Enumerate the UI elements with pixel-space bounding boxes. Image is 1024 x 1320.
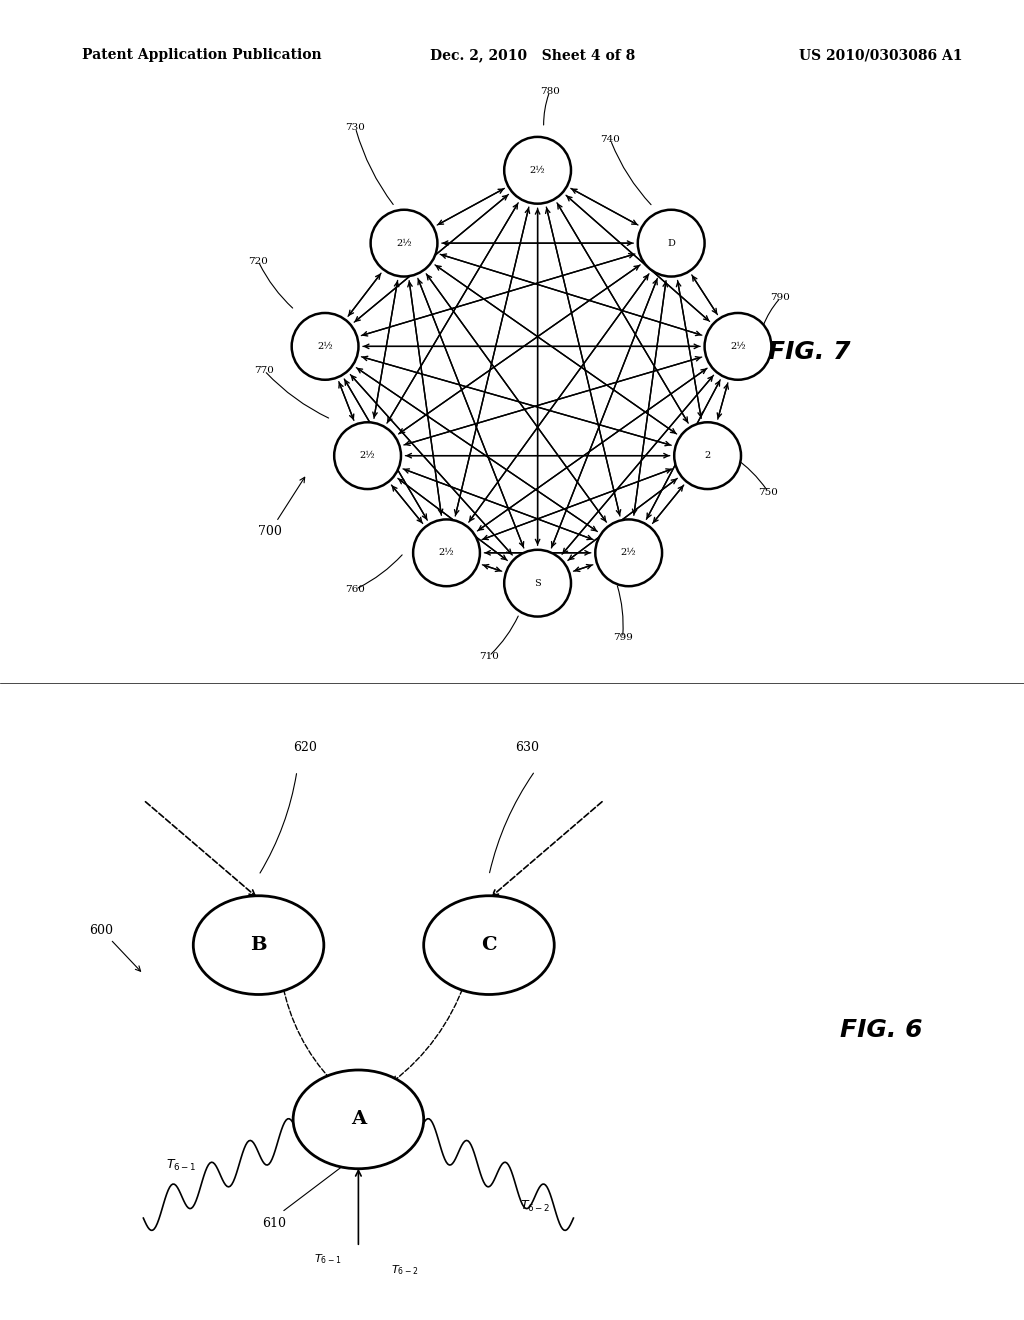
Circle shape [638, 210, 705, 277]
Text: 799: 799 [612, 634, 633, 643]
Text: 780: 780 [540, 87, 560, 96]
Text: 2½: 2½ [438, 548, 455, 557]
Text: Patent Application Publication: Patent Application Publication [82, 49, 322, 62]
Text: A: A [351, 1110, 366, 1129]
Text: 710: 710 [479, 652, 499, 660]
Text: C: C [481, 936, 497, 954]
Text: 2: 2 [705, 451, 711, 461]
Text: $T_{6-1}$: $T_{6-1}$ [314, 1251, 341, 1266]
Circle shape [674, 422, 741, 488]
Text: 2½: 2½ [317, 342, 333, 351]
Circle shape [595, 520, 663, 586]
Text: US 2010/0303086 A1: US 2010/0303086 A1 [799, 49, 963, 62]
Circle shape [504, 549, 571, 616]
Text: 2½: 2½ [396, 239, 412, 248]
Circle shape [334, 422, 401, 488]
Text: 750: 750 [759, 487, 778, 496]
Text: 630: 630 [515, 741, 540, 754]
Circle shape [371, 210, 437, 277]
Circle shape [424, 896, 554, 994]
Circle shape [292, 313, 358, 380]
Text: Dec. 2, 2010   Sheet 4 of 8: Dec. 2, 2010 Sheet 4 of 8 [430, 49, 635, 62]
Circle shape [705, 313, 771, 380]
Circle shape [413, 520, 480, 586]
Text: 620: 620 [293, 741, 316, 754]
Text: S: S [535, 578, 541, 587]
Circle shape [293, 1071, 424, 1168]
Text: 2½: 2½ [621, 548, 637, 557]
Text: 700: 700 [258, 478, 305, 537]
Text: 730: 730 [345, 123, 366, 132]
Text: 610: 610 [262, 1217, 286, 1230]
Text: FIG. 7: FIG. 7 [768, 341, 851, 364]
Text: D: D [668, 239, 675, 248]
Circle shape [504, 137, 571, 203]
Text: 740: 740 [600, 136, 621, 144]
Text: 720: 720 [249, 257, 268, 265]
Text: 600: 600 [90, 924, 140, 972]
Text: 790: 790 [770, 293, 791, 302]
Text: 2½: 2½ [529, 166, 546, 174]
Text: $T_{6-1}$: $T_{6-1}$ [167, 1158, 197, 1173]
Text: B: B [250, 936, 267, 954]
Text: FIG. 6: FIG. 6 [840, 1018, 923, 1041]
Text: 770: 770 [254, 366, 274, 375]
Text: 2½: 2½ [730, 342, 745, 351]
Circle shape [194, 896, 324, 994]
Text: 760: 760 [345, 585, 366, 594]
Text: $T_{6-2}$: $T_{6-2}$ [391, 1263, 418, 1278]
Text: $T_{6-2}$: $T_{6-2}$ [520, 1199, 550, 1214]
Text: 2½: 2½ [359, 451, 376, 461]
